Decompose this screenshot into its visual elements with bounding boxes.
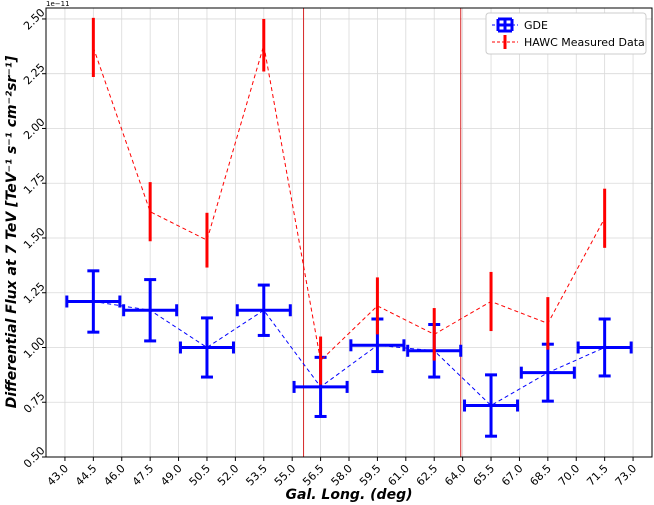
series-hawc <box>91 17 607 385</box>
y-axis-ticks: 0.500.751.001.251.501.752.002.252.50 <box>21 6 48 471</box>
reference-vertical-lines <box>303 8 462 457</box>
data-point <box>463 373 520 438</box>
data-point <box>235 283 292 337</box>
series-layer <box>65 17 633 438</box>
legend-label-hawc: HAWC Measured Data <box>524 36 645 49</box>
legend-box <box>485 12 647 55</box>
x-tick-label: 62.5 <box>414 462 441 489</box>
x-tick-label: 52.0 <box>215 462 242 489</box>
x-tick-label: 71.5 <box>584 462 611 489</box>
x-tick-label: 44.5 <box>73 462 100 489</box>
x-tick-label: 46.0 <box>101 462 128 489</box>
legend: GDE HAWC Measured Data <box>485 12 647 55</box>
x-tick-label: 47.5 <box>130 462 157 489</box>
x-tick-label: 65.5 <box>471 462 498 489</box>
x-axis-ticks: 43.0 44.5 46.0 47.5 49.0 50.5 52.0 53.5 55.0 56.5… <box>45 457 640 489</box>
y-axis-label: Differential Flux at 7 TeV [TeV⁻¹ s⁻¹ cm… <box>4 55 20 408</box>
data-point <box>122 278 179 343</box>
legend-marker-hawc <box>492 35 518 49</box>
x-tick-label: 53.5 <box>243 462 270 489</box>
x-tick-label: 58.0 <box>329 462 356 489</box>
y-offset-label: 1e−11 <box>46 0 70 8</box>
x-tick-label: 50.5 <box>187 462 214 489</box>
x-tick-label: 70.0 <box>556 462 583 489</box>
data-point <box>65 269 122 334</box>
x-tick-label: 55.0 <box>272 462 299 489</box>
x-tick-label: 73.0 <box>613 462 640 489</box>
x-tick-label: 67.0 <box>499 462 526 489</box>
x-axis-label: Gal. Long. (deg) <box>286 487 413 503</box>
data-point <box>519 342 576 403</box>
x-tick-label: 61.0 <box>385 462 412 489</box>
x-tick-label: 68.5 <box>527 462 554 489</box>
x-tick-label: 56.5 <box>300 462 327 489</box>
legend-label-gde: GDE <box>524 19 548 32</box>
x-tick-label: 43.0 <box>45 462 72 489</box>
x-tick-label: 59.5 <box>357 462 384 489</box>
series-line <box>93 300 605 407</box>
legend-marker-gde <box>492 17 518 33</box>
series-line <box>92 45 606 362</box>
data-point <box>576 317 633 378</box>
data-point <box>178 316 235 379</box>
x-tick-label: 49.0 <box>158 462 185 489</box>
x-tick-label: 64.0 <box>442 462 469 489</box>
